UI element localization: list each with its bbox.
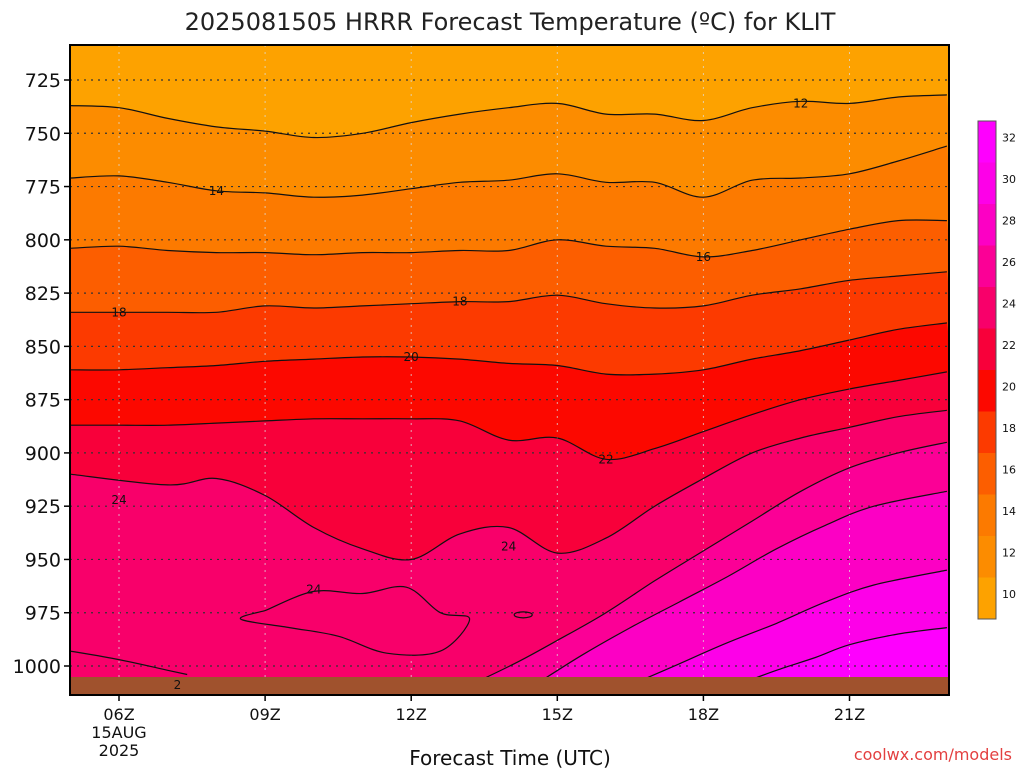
contour-18 xyxy=(70,271,947,314)
y-axis: 725 750 775 800 825 850 875 900 925 950 975 1000 xyxy=(13,70,70,678)
contour-labels: 12 14 16 18 18 20 22 24 24 24 2 xyxy=(111,96,808,692)
y-tick-label: 975 xyxy=(25,603,61,625)
y-tick-label: 925 xyxy=(25,496,61,518)
y-tick-label: 875 xyxy=(25,390,61,412)
chart-title: 2025081505 HRRR Forecast Temperature (ºC… xyxy=(185,8,836,36)
colorbar-label: 22 xyxy=(1002,339,1016,352)
y-tick-label: 900 xyxy=(25,443,61,465)
x-axis-title: Forecast Time (UTC) xyxy=(409,746,611,768)
contour-label: 18 xyxy=(452,295,467,309)
contour-label: 20 xyxy=(404,350,419,364)
colorbar-swatch xyxy=(978,121,996,163)
contour-24-loop xyxy=(239,585,471,656)
colorbar-label: 30 xyxy=(1002,173,1016,186)
colorbar-swatch xyxy=(978,370,996,412)
colorbar-label: 14 xyxy=(1002,505,1016,518)
contour-label: 24 xyxy=(501,540,516,554)
y-tick-label: 800 xyxy=(25,230,61,252)
colorbar-label: 10 xyxy=(1002,588,1016,601)
plot-area xyxy=(70,45,949,695)
x-tick-label: 09Z xyxy=(249,705,280,724)
y-tick-label: 775 xyxy=(25,177,61,199)
contour-22 xyxy=(70,371,948,461)
colorbar-label: 20 xyxy=(1002,381,1016,394)
colorbar-swatch xyxy=(978,204,996,246)
y-tick-label: 825 xyxy=(25,283,61,305)
colorbar: 10 12 14 16 18 20 22 24 26 28 30 32 xyxy=(977,120,1016,620)
contour-16 xyxy=(70,219,947,258)
x-tick-label: 21Z xyxy=(834,705,865,724)
x-year-label: 2025 xyxy=(99,741,140,760)
contour-label: 24 xyxy=(306,582,321,596)
x-tick-label: 18Z xyxy=(688,705,719,724)
x-date-label: 15AUG xyxy=(91,723,146,742)
lower-contours xyxy=(70,409,948,684)
contour-24 xyxy=(70,409,947,561)
contour-14 xyxy=(70,145,948,198)
contour-label: 2 xyxy=(174,678,182,692)
contour-label: 24 xyxy=(111,493,126,507)
contour-28 xyxy=(537,490,948,684)
colorbar-swatch xyxy=(978,411,996,454)
contour-30 xyxy=(634,569,948,684)
contour-small-loop xyxy=(513,611,533,619)
colorbar-label: 28 xyxy=(1002,215,1016,228)
x-tick-label: 12Z xyxy=(396,705,427,724)
y-tick-label: 750 xyxy=(25,123,61,145)
y-tick-label: 950 xyxy=(25,549,61,571)
credit-text: coolwx.com/models xyxy=(854,745,1012,764)
colorbar-swatch xyxy=(978,577,996,620)
contour-20 xyxy=(70,322,947,376)
contour-label: 14 xyxy=(209,184,224,198)
contour-label: 16 xyxy=(696,250,711,264)
colorbar-label: 12 xyxy=(1002,547,1016,560)
contour-12 xyxy=(70,94,947,139)
colorbar-label: 24 xyxy=(1002,298,1016,311)
colorbar-frame xyxy=(977,120,997,620)
colorbar-swatch xyxy=(978,162,996,205)
contour-label: 18 xyxy=(111,305,126,319)
colorbar-label: 16 xyxy=(1002,464,1016,477)
colorbar-swatch xyxy=(978,328,996,371)
terrain-ground xyxy=(70,677,949,695)
y-tick-label: 725 xyxy=(25,70,61,92)
contour-label: 12 xyxy=(793,96,808,110)
y-tick-label: 850 xyxy=(25,336,61,358)
colorbar-swatch xyxy=(978,453,996,495)
contour-label: 22 xyxy=(598,452,613,466)
x-tick-label: 15Z xyxy=(542,705,573,724)
colorbar-swatch xyxy=(978,287,996,329)
contour-lower-left xyxy=(70,650,188,676)
plot-frame xyxy=(69,44,950,696)
contour-lines xyxy=(70,94,948,461)
y-tick-label: 1000 xyxy=(13,656,61,678)
x-tick-label: 06Z xyxy=(103,705,134,724)
contour-32 xyxy=(742,627,947,684)
colorbar-label: 26 xyxy=(1002,256,1016,269)
contour-26 xyxy=(474,441,948,684)
colorbar-swatch xyxy=(978,536,996,578)
colorbar-label: 18 xyxy=(1002,422,1016,435)
colorbar-swatch xyxy=(978,494,996,537)
colorbar-swatch xyxy=(978,245,996,288)
colorbar-label: 32 xyxy=(1002,132,1016,145)
